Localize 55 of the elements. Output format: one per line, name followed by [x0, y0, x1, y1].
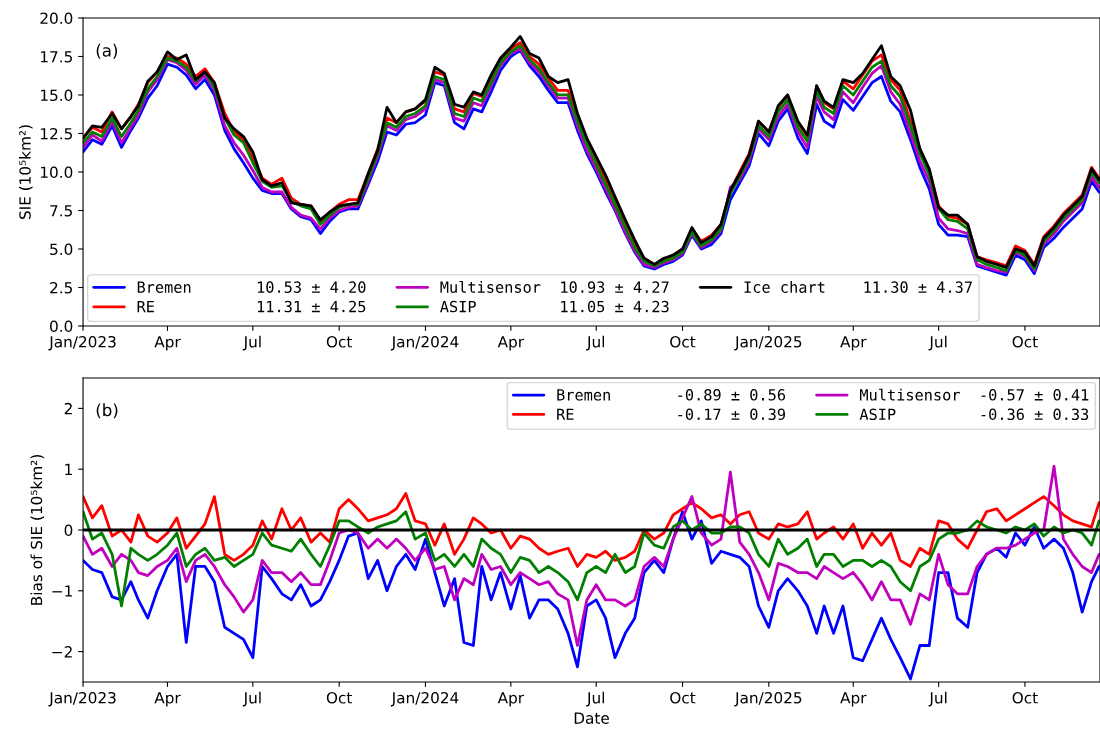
legend-label: ASIP 11.05 ± 4.23 [440, 300, 669, 313]
y-tick-label: 0.0 [50, 320, 73, 333]
legend-label: Multisensor 10.93 ± 4.27 [440, 280, 669, 293]
y-axis-title: Bias of SIE (10⁵km²) [30, 455, 45, 605]
x-tick-label: Oct [670, 691, 696, 704]
x-tick-label: Jan/2023 [48, 691, 116, 707]
x-tick-label: Jul [586, 691, 604, 707]
x-tick-label: Apr [840, 336, 867, 351]
legend-label: Bremen 10.53 ± 4.20 [137, 281, 366, 293]
x-tick-label: Jan/2024 [390, 335, 459, 351]
x-tick-label: Apr [497, 692, 525, 707]
line-series [83, 492, 1100, 568]
x-axis-title: Date [574, 712, 609, 724]
y-tick-label: 15.0 [40, 89, 73, 102]
legend-label: Bremen -0.89 ± 0.56 [557, 389, 786, 401]
legend-label: RE 11.31 ± 4.25 [137, 300, 366, 313]
legend-label: ASIP -0.36 ± 0.33 [859, 408, 1089, 421]
y-tick-label: 2.5 [50, 281, 72, 294]
x-tick-label: Oct [1012, 691, 1038, 704]
x-tick-label: Jan/2025 [734, 691, 802, 707]
x-tick-label: Jan/2023 [48, 335, 116, 351]
y-tick-label: 2 [64, 402, 72, 415]
x-tick-label: Apr [497, 336, 525, 351]
y-tick-label: 17.5 [40, 51, 72, 63]
x-tick-label: Jul [586, 335, 604, 351]
x-tick-label: Jul [928, 335, 947, 351]
y-tick-label: 7.5 [50, 205, 72, 217]
y-tick-label: 12.5 [40, 127, 72, 140]
legend-label: Multisensor -0.57 ± 0.41 [860, 388, 1089, 401]
x-tick-label: Oct [326, 335, 352, 348]
x-tick-label: Jan/2025 [734, 335, 802, 351]
x-tick-label: Oct [1012, 335, 1038, 348]
y-tick-label: 0 [64, 524, 73, 537]
y-tick-label: −1 [52, 585, 72, 597]
x-tick-label: Oct [326, 691, 352, 704]
y-tick-label: 1 [65, 463, 72, 475]
legend-label: RE -0.17 ± 0.39 [557, 408, 785, 421]
y-tick-label: 20.0 [40, 12, 73, 24]
line-series [83, 510, 1100, 608]
x-tick-label: Oct [670, 335, 696, 348]
x-tick-label: Jul [928, 691, 947, 707]
annotation: (a) [96, 43, 118, 59]
y-tick-label: 10.0 [40, 166, 73, 179]
y-tick-label: 5.0 [50, 243, 73, 256]
x-tick-label: Apr [154, 692, 181, 707]
legend-label: Ice chart 11.30 ± 4.37 [744, 281, 972, 293]
y-axis-title: SIE (10⁵km²) [18, 125, 33, 220]
x-tick-label: Jul [242, 691, 261, 707]
x-tick-label: Apr [840, 692, 867, 707]
annotation: (b) [96, 403, 118, 419]
x-tick-label: Apr [154, 336, 181, 351]
line-series [83, 464, 1100, 647]
x-tick-label: Jul [242, 335, 261, 351]
y-tick-label: −2 [52, 646, 72, 658]
x-tick-label: Jan/2024 [390, 691, 459, 707]
